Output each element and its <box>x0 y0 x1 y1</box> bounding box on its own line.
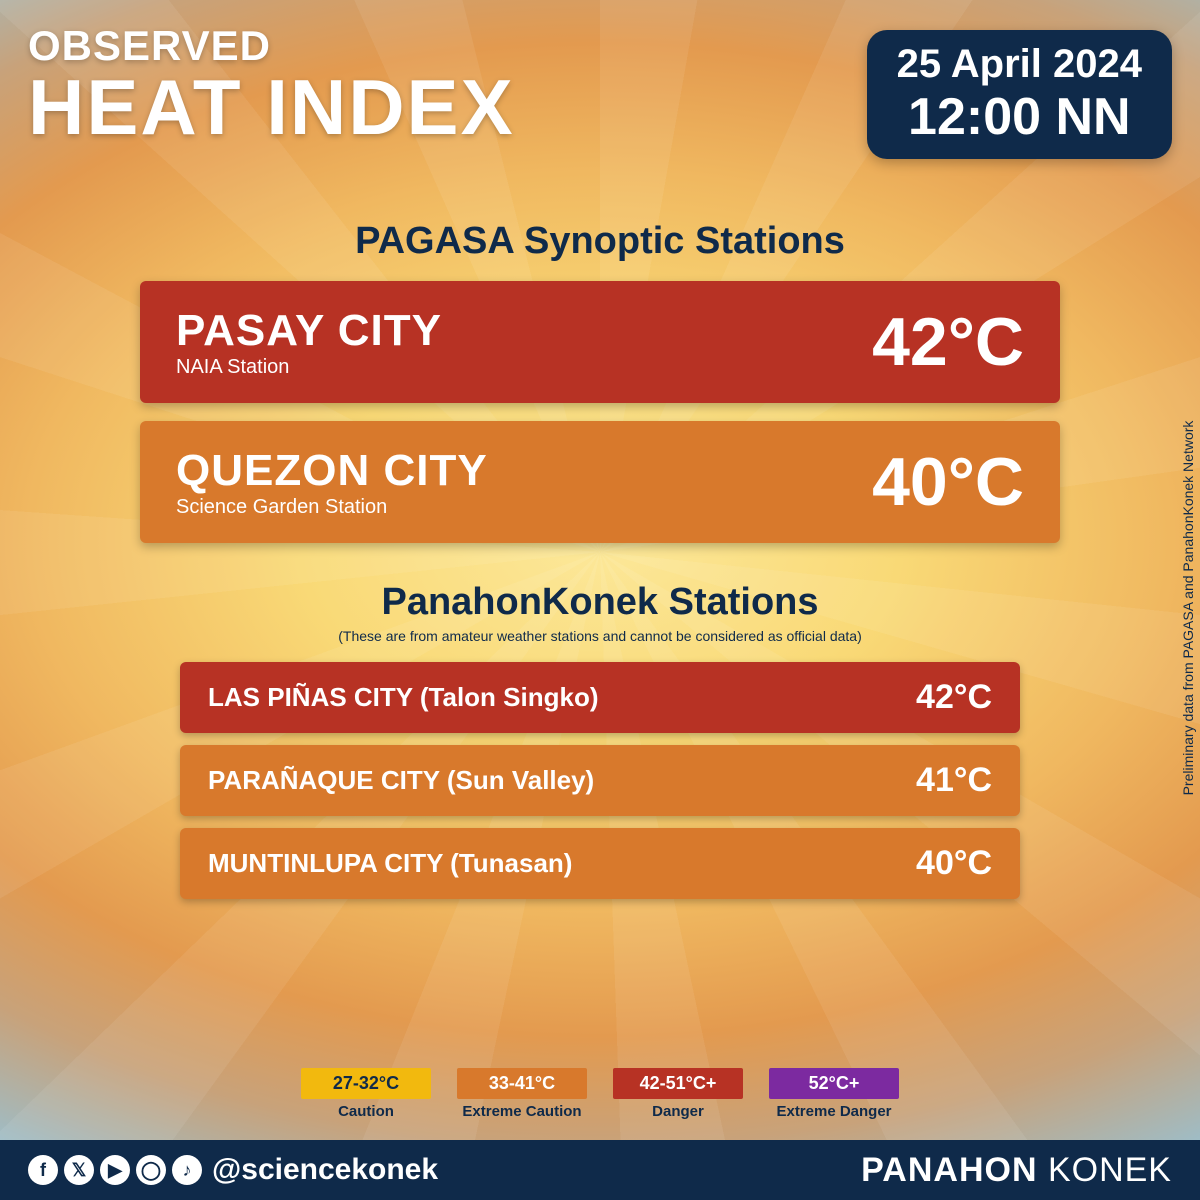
legend-item: 52°C+ Extreme Danger <box>769 1068 899 1120</box>
youtube-icon[interactable]: ▶ <box>100 1155 130 1185</box>
threads-icon[interactable]: ◯ <box>136 1155 166 1185</box>
footer: f 𝕏 ▶ ◯ ♪ @sciencekonek PANAHON KONEK <box>0 1140 1200 1200</box>
legend-swatch: 42-51°C+ <box>613 1068 743 1099</box>
legend-swatch: 52°C+ <box>769 1068 899 1099</box>
legend-swatch: 33-41°C <box>457 1068 587 1099</box>
brand-logo: PANAHON KONEK <box>861 1151 1172 1190</box>
x-icon[interactable]: 𝕏 <box>64 1155 94 1185</box>
pagasa-title: PAGASA Synoptic Stations <box>140 220 1060 263</box>
social-handle: @sciencekonek <box>212 1153 438 1187</box>
time-text: 12:00 NN <box>897 87 1142 147</box>
legend-item: 42-51°C+ Danger <box>613 1068 743 1120</box>
legend-item: 33-41°C Extreme Caution <box>457 1068 587 1120</box>
city-name: LAS PIÑAS CITY (Talon Singko) <box>208 682 599 713</box>
legend-label: Extreme Caution <box>457 1103 587 1120</box>
source-note: Preliminary data from PAGASA and Panahon… <box>1180 421 1196 796</box>
temperature-value: 42°C <box>916 678 992 717</box>
pk-station-card: LAS PIÑAS CITY (Talon Singko) 42°C <box>180 662 1020 733</box>
temperature-value: 42°C <box>872 303 1024 381</box>
city-name: PASAY CITY <box>176 306 442 356</box>
heat-index-label: HEAT INDEX <box>28 70 515 144</box>
city-name: PARAÑAQUE CITY (Sun Valley) <box>208 765 594 796</box>
legend-label: Danger <box>613 1103 743 1120</box>
temperature-value: 40°C <box>916 844 992 883</box>
temperature-value: 40°C <box>872 443 1024 521</box>
station-name: Science Garden Station <box>176 496 488 519</box>
city-name: QUEZON CITY <box>176 446 488 496</box>
facebook-icon[interactable]: f <box>28 1155 58 1185</box>
brand-part-a: PANAHON <box>861 1151 1037 1189</box>
pk-station-card: MUNTINLUPA CITY (Tunasan) 40°C <box>180 828 1020 899</box>
pagasa-station-card: QUEZON CITY Science Garden Station 40°C <box>140 421 1060 543</box>
pk-title: PanahonKonek Stations <box>140 581 1060 624</box>
legend-label: Caution <box>301 1103 431 1120</box>
social-icons: f 𝕏 ▶ ◯ ♪ <box>28 1155 202 1185</box>
legend: 27-32°C Caution 33-41°C Extreme Caution … <box>0 1068 1200 1120</box>
legend-label: Extreme Danger <box>769 1103 899 1120</box>
brand-part-b: KONEK <box>1048 1151 1172 1189</box>
pagasa-station-card: PASAY CITY NAIA Station 42°C <box>140 281 1060 403</box>
tiktok-icon[interactable]: ♪ <box>172 1155 202 1185</box>
date-text: 25 April 2024 <box>897 42 1142 87</box>
pk-station-card: PARAÑAQUE CITY (Sun Valley) 41°C <box>180 745 1020 816</box>
datetime-box: 25 April 2024 12:00 NN <box>867 30 1172 159</box>
pk-subtitle: (These are from amateur weather stations… <box>140 628 1060 644</box>
temperature-value: 41°C <box>916 761 992 800</box>
legend-item: 27-32°C Caution <box>301 1068 431 1120</box>
title-block: OBSERVED HEAT INDEX <box>28 22 515 144</box>
legend-swatch: 27-32°C <box>301 1068 431 1099</box>
city-name: MUNTINLUPA CITY (Tunasan) <box>208 848 572 879</box>
station-name: NAIA Station <box>176 356 442 379</box>
